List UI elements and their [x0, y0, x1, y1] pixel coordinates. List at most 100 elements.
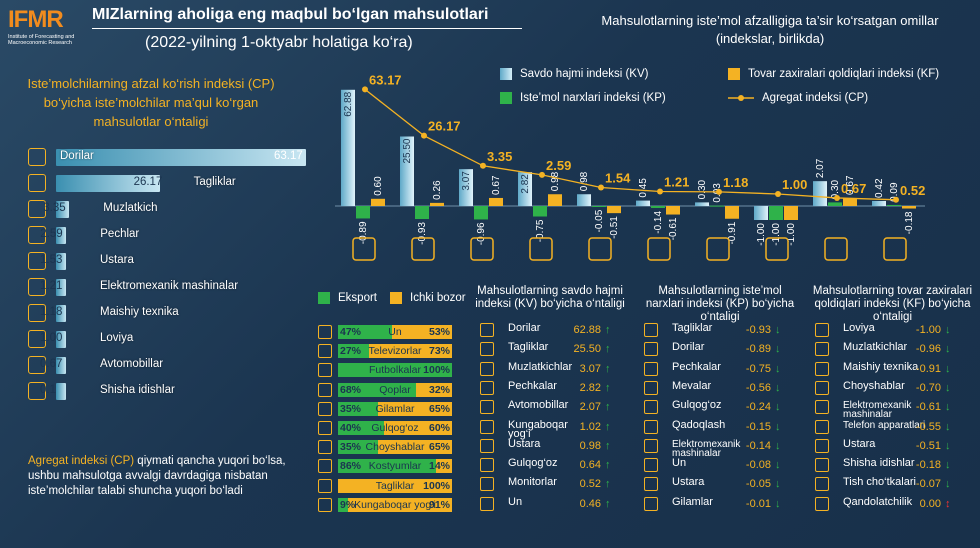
kv_panel-row-value: 2.07: [579, 401, 601, 414]
kv_panel-row-icon: [480, 380, 494, 395]
cp-row: Muzlatkich 3.35: [28, 200, 298, 218]
kf-bar-label: 0.98: [550, 171, 561, 191]
note-highlight: Agregat indeksi (CP): [28, 455, 135, 467]
cp-point-label: 1.54: [605, 171, 631, 186]
kf-bar-label: -1.00: [786, 223, 797, 246]
diaper-icon: [28, 174, 46, 192]
kf-bar-label: -0.91: [727, 221, 738, 244]
domestic-share-label: 100%: [423, 479, 450, 492]
flour-icon: [318, 325, 332, 339]
car-icon: [824, 237, 848, 261]
kv-bar: [400, 136, 414, 206]
export-row: Tagliklar 100%: [338, 478, 452, 493]
kv_panel-trend-icon: ↑: [605, 324, 611, 336]
legend-export: Eksport: [318, 292, 377, 304]
kp_panel-row-value: -0.14: [745, 439, 771, 452]
kf-bar-label: -0.51: [609, 216, 620, 239]
kf_panel-row-value: -1.00: [915, 324, 941, 336]
kf_panel-row-icon: [815, 458, 829, 473]
cp-bar: [56, 227, 67, 244]
kp_panel-row-name: Gulqog‘oz: [672, 399, 722, 412]
export-share-bar: [338, 421, 384, 435]
cp-item-value: 1.18: [40, 306, 63, 318]
carpet-icon: [318, 401, 332, 416]
kv_panel-trend-icon: ↑: [605, 401, 611, 414]
cp-item-name: Ustara: [100, 254, 134, 266]
kf-bar: [725, 206, 739, 219]
export-share-bar: [338, 401, 378, 416]
cp-row: Pechlar 2.59: [28, 226, 298, 244]
kf-panel-title: Mahsulotlarning tovar zaxiralari qoldiql…: [812, 285, 973, 323]
cp-point: [834, 194, 840, 201]
note-text: qiymati qancha yuqori bo‘lsa, ushbu mahs…: [28, 455, 286, 497]
kf-bar: [430, 202, 444, 206]
fridge-icon: [470, 237, 494, 261]
kv_panel-row-name: Muzlatkichlar: [508, 360, 573, 373]
kp_panel-row-value: -0.56: [745, 381, 771, 394]
kv_panel-row-name: Monitorlar: [508, 476, 557, 489]
cp-bar: [56, 331, 66, 348]
kv_panel-row-value: 0.64: [579, 459, 601, 472]
kp_panel-row-icon: [644, 458, 658, 473]
kv_panel-row-icon: [480, 323, 494, 337]
kp_panel-row-name: Qadoqlash: [672, 418, 726, 431]
kp_panel-row-value: -0.01: [745, 497, 771, 510]
kv-bar: [459, 169, 473, 206]
kp-bar: [533, 206, 547, 217]
cp-panel-title: Iste’molchilarning afzal ko‘rish indeksi…: [10, 74, 292, 131]
legend-cp-line-icon: [728, 95, 754, 101]
beans-icon: [765, 237, 789, 261]
kf-bar-label: -0.61: [668, 217, 679, 240]
export-row: Kungaboqar yog‘i 9% 91%: [338, 497, 452, 512]
kv-bar: [813, 181, 827, 206]
kv-bar-label: 2.07: [815, 158, 826, 178]
cp-point-label: 1.00: [782, 177, 807, 192]
kp-bar: [769, 206, 783, 220]
kv_panel-row-name: Un: [508, 495, 523, 508]
factors-chart: 62.88 -0.89 0.60 25.50 -0.93 0.26 3.07 -0.96 0.6…: [335, 60, 925, 270]
kp_panel-row-value: -0.89: [745, 343, 771, 356]
cp-point-label: 1.18: [723, 175, 748, 190]
kf_panel-row-icon: [815, 477, 829, 492]
domestic-share-bar: [377, 401, 452, 416]
domestic-share-label: 53%: [428, 326, 450, 338]
export-share-bar: [338, 459, 437, 474]
kf_panel-trend-icon: ↓: [945, 420, 951, 433]
kf_panel-trend-icon: ↕: [945, 497, 951, 510]
kf_panel-row-name: Loviya: [843, 322, 875, 334]
heater-icon: [28, 304, 46, 322]
kv_panel-trend-icon: ↑: [605, 420, 611, 433]
kp_panel-row-name: Tagliklar: [672, 322, 713, 334]
kv-bar: [636, 200, 650, 206]
kf_panel-row-value: -0.70: [915, 381, 941, 394]
export-row-name: Kungaboqar yog‘i: [354, 498, 436, 511]
kp-bar: [828, 202, 842, 206]
kf_panel-row-icon: [815, 342, 829, 357]
kv_panel-row-name: Pechkalar: [508, 379, 557, 392]
kf_panel-row-value: -0.61: [915, 401, 941, 414]
kf_panel-row-name: Maishiy texnika: [843, 360, 919, 373]
export-row-name: Kostyumlar: [368, 460, 422, 473]
cp-row: Avtomobillar 0.67: [28, 356, 298, 374]
kf_panel-row-value: -0.55: [915, 420, 941, 433]
kp-bar: [710, 205, 724, 207]
kv_panel-trend-icon: ↑: [605, 478, 611, 491]
export-row-name: Futbolkalar: [369, 364, 421, 377]
domestic-share-bar: [383, 421, 452, 435]
cp-item-value: 26.17: [133, 176, 163, 188]
factors-title-line2: (indekslar, birlikda): [715, 31, 825, 46]
razor-icon: [28, 252, 46, 270]
kf_panel-row-value: -0.96: [915, 343, 941, 356]
domestic-share-label: 60%: [428, 422, 450, 434]
kp_panel-row-icon: [644, 323, 658, 337]
domestic-share-bar: [391, 325, 452, 339]
export-row-name: Un: [388, 326, 402, 338]
kf_panel-row-icon: [815, 496, 829, 511]
bottles-icon: [28, 382, 46, 400]
export-row-name: Televizorlar: [368, 345, 422, 358]
kv-bar-label: 0.42: [874, 178, 885, 198]
cp-explanation-note: Agregat indeksi (CP) qiymati qancha yuqo…: [28, 454, 298, 499]
domestic-share-label: 14%: [428, 460, 450, 473]
export-row: Gilamlar 35% 65%: [338, 401, 452, 416]
